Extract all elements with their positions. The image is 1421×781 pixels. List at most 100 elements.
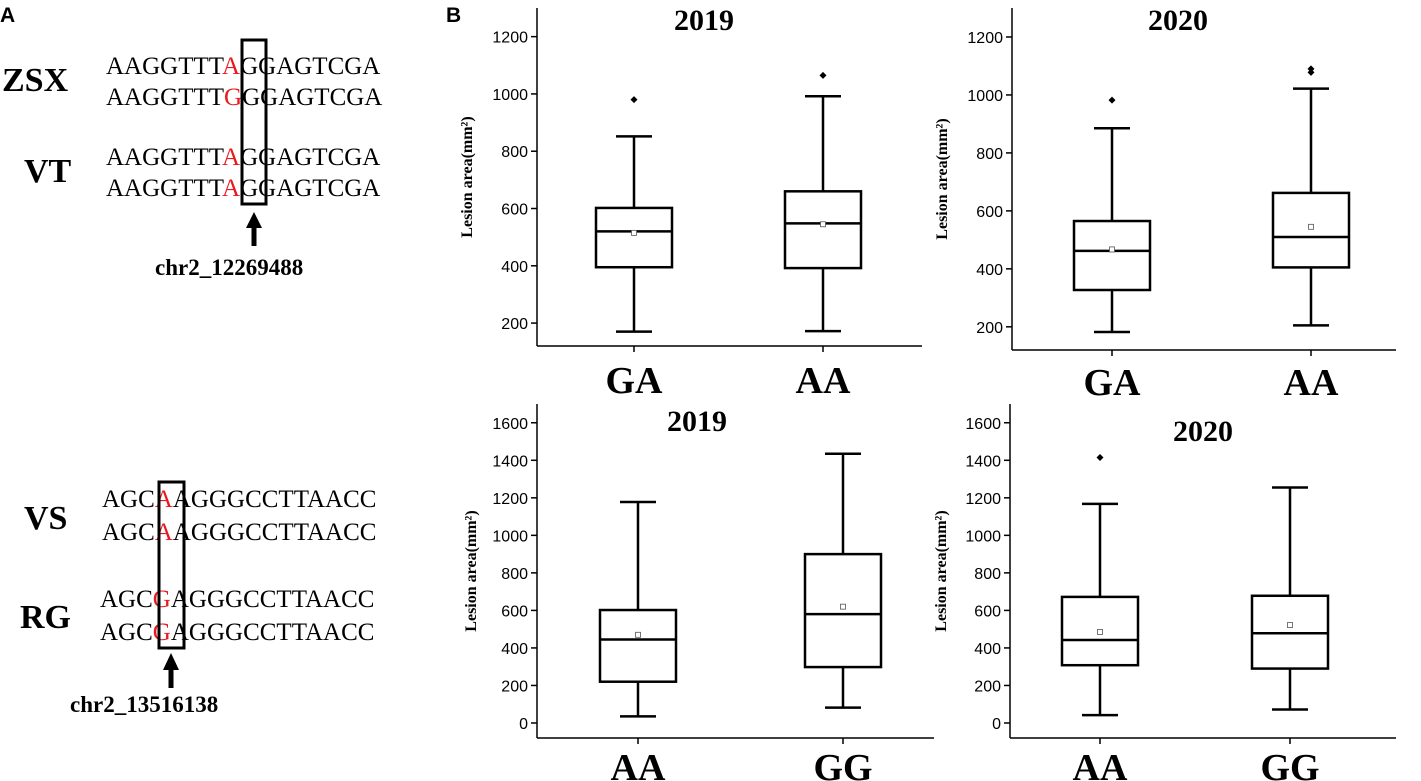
genotype-label: VS [24, 500, 67, 537]
y-tick-label: 800 [501, 144, 528, 161]
snp-base: G [153, 619, 171, 646]
y-tick-label: 1000 [492, 87, 528, 104]
snp-base: G [224, 84, 242, 111]
x-category-label: AA [796, 360, 851, 402]
mean-marker [840, 603, 846, 610]
outlier-point [1096, 453, 1104, 461]
y-tick-label: 0 [992, 716, 1001, 733]
y-tick-label: 400 [501, 641, 528, 658]
arrow-icon [163, 653, 179, 688]
panel-label-b: B [446, 4, 461, 27]
iqr-box [1072, 219, 1152, 292]
y-tick-label: 800 [976, 146, 1003, 163]
box-gg [803, 452, 883, 709]
boxplot-2019-ga-aa: 200 400 600 800 1000 1200 GA AA 2019 Lesion area(… [459, 4, 922, 402]
outlier-point [819, 71, 827, 79]
outlier-point [630, 96, 638, 104]
box-gg [1250, 486, 1330, 711]
y-tick-label: 400 [974, 641, 1001, 658]
genotype-label: VT [24, 153, 72, 190]
chart-title: 2019 [667, 405, 727, 438]
x-category-label: GG [813, 747, 872, 781]
sequence-row: AGCGAGGGCCTTAACC [100, 619, 374, 646]
box-aa [783, 71, 863, 333]
y-tick-label: 1000 [967, 88, 1003, 105]
sequence-row: AAGGTTTAGGAGTCGA [106, 144, 380, 171]
mean-marker [1308, 223, 1314, 230]
y-tick-label: 200 [501, 678, 528, 695]
x-category-label: GA [1084, 362, 1142, 404]
y-tick-label: 1000 [965, 528, 1001, 545]
sequence-row: AGCAAGGGCCTTAACC [102, 486, 376, 513]
outlier-point [1108, 96, 1116, 104]
snp-base: A [222, 175, 240, 202]
iqr-box [783, 190, 863, 270]
y-tick-label: 800 [501, 566, 528, 583]
y-tick-label: 800 [974, 566, 1001, 583]
x-category-label: AA [1073, 747, 1128, 781]
y-tick-label: 200 [501, 316, 528, 333]
chart-title: 2020 [1148, 4, 1208, 37]
y-tick-label: 200 [974, 678, 1001, 695]
y-tick-label: 1600 [492, 416, 528, 433]
y-tick-label: 1200 [492, 30, 528, 47]
genotype-label: ZSX [2, 62, 69, 99]
x-category-label: GA [606, 360, 664, 402]
genotype-label: RG [20, 599, 71, 636]
sequence-row: AGCAAGGGCCTTAACC [102, 519, 376, 546]
snp-base: G [153, 586, 171, 613]
iqr-box [1271, 191, 1351, 269]
arrow-icon [246, 212, 262, 246]
mean-marker [1287, 622, 1293, 628]
sequence-row: AAGGTTTAGGAGTCGA [106, 53, 380, 80]
y-tick-label: 0 [519, 716, 528, 733]
alignment-2: VS AGCAAGGGCCTTAACC AGCAAGGGCCTTAACC RG … [20, 480, 376, 717]
outlier-point [1307, 65, 1315, 73]
y-tick-label: 600 [501, 202, 528, 219]
boxplot-2019-aa-gg: 0 200 400 600 800 1000 1200 1400 1600 AA GG 2019 Les… [463, 404, 934, 781]
y-tick-label: 1600 [965, 416, 1001, 433]
mean-marker [1097, 629, 1103, 635]
mean-marker [1109, 246, 1115, 253]
y-tick-label: 1200 [965, 491, 1001, 508]
mean-marker [820, 221, 826, 228]
mean-marker [635, 631, 641, 638]
y-tick-label: 400 [501, 259, 528, 276]
sequence-row: AAGGTTTAGGAGTCGA [106, 175, 380, 202]
y-tick-label: 1400 [492, 453, 528, 470]
y-tick-label: 600 [974, 603, 1001, 620]
chart-title: 2019 [674, 4, 734, 37]
y-axis-label: Lesion area(mm²) [463, 510, 480, 631]
y-tick-label: 1000 [492, 528, 528, 545]
iqr-box [803, 552, 883, 669]
y-axis-label: Lesion area(mm²) [933, 510, 950, 631]
x-category-label: AA [1284, 362, 1339, 404]
chart-title: 2020 [1173, 415, 1233, 448]
box-aa [1271, 65, 1351, 327]
box-aa [1060, 453, 1140, 717]
mean-marker [631, 229, 637, 236]
panel-label-a: A [0, 4, 15, 27]
iqr-box [598, 608, 678, 683]
snp-highlight-box [157, 480, 186, 650]
sequence-row: AGCGAGGGCCTTAACC [100, 586, 374, 613]
snp-base: A [222, 144, 240, 171]
x-category-label: GG [1260, 747, 1319, 781]
alignment-1: ZSX AAGGTTTAGGAGTCGA AAGGTTTGGGAGTCGA VT… [2, 38, 382, 280]
box-ga [1072, 96, 1152, 334]
y-axis-label: Lesion area(mm²) [459, 116, 476, 237]
box-aa [598, 500, 678, 718]
y-tick-label: 600 [976, 204, 1003, 221]
boxplot-2020-ga-aa: 200 400 600 800 1000 1200 GA AA 2020 Lesion area(… [934, 4, 1396, 404]
y-tick-label: 600 [501, 603, 528, 620]
box-ga [594, 96, 674, 333]
y-tick-label: 1200 [492, 491, 528, 508]
x-category-label: AA [611, 747, 666, 781]
y-tick-label: 1200 [967, 30, 1003, 47]
y-axis-label: Lesion area(mm²) [934, 118, 951, 239]
y-tick-label: 200 [976, 320, 1003, 337]
snp-position-label: chr2_12269488 [155, 255, 303, 280]
snp-base: A [222, 53, 240, 80]
snp-highlight-box [240, 38, 268, 206]
